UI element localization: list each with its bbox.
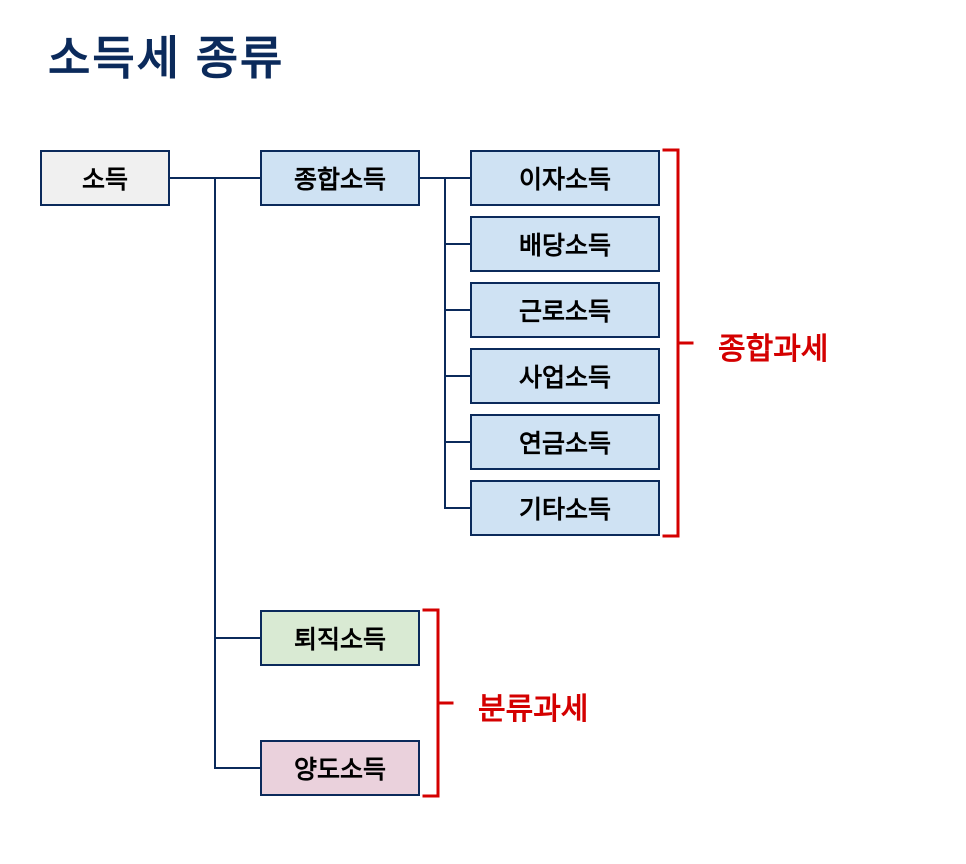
node-label: 배당소득 [519, 226, 611, 262]
node-root: 소득 [40, 150, 170, 206]
node-label: 양도소득 [294, 750, 386, 786]
node-label: 근로소득 [519, 292, 611, 328]
node-label: 사업소득 [519, 358, 611, 394]
node-business-income: 사업소득 [470, 348, 660, 404]
label-comprehensive-tax: 종합과세 [718, 324, 828, 368]
node-label: 이자소득 [519, 160, 611, 196]
label-classified-tax: 분류과세 [478, 684, 588, 728]
node-label: 연금소득 [519, 424, 611, 460]
node-dividend-income: 배당소득 [470, 216, 660, 272]
node-other-income: 기타소득 [470, 480, 660, 536]
node-comprehensive-label: 종합소득 [294, 160, 386, 196]
node-interest-income: 이자소득 [470, 150, 660, 206]
node-label: 기타소득 [519, 490, 611, 526]
node-comprehensive: 종합소득 [260, 150, 420, 206]
page-title: 소득세 종류 [48, 22, 284, 88]
node-retirement-income: 퇴직소득 [260, 610, 420, 666]
node-pension-income: 연금소득 [470, 414, 660, 470]
node-root-label: 소득 [82, 160, 128, 196]
node-earned-income: 근로소득 [470, 282, 660, 338]
node-transfer-income: 양도소득 [260, 740, 420, 796]
node-label: 퇴직소득 [294, 620, 386, 656]
